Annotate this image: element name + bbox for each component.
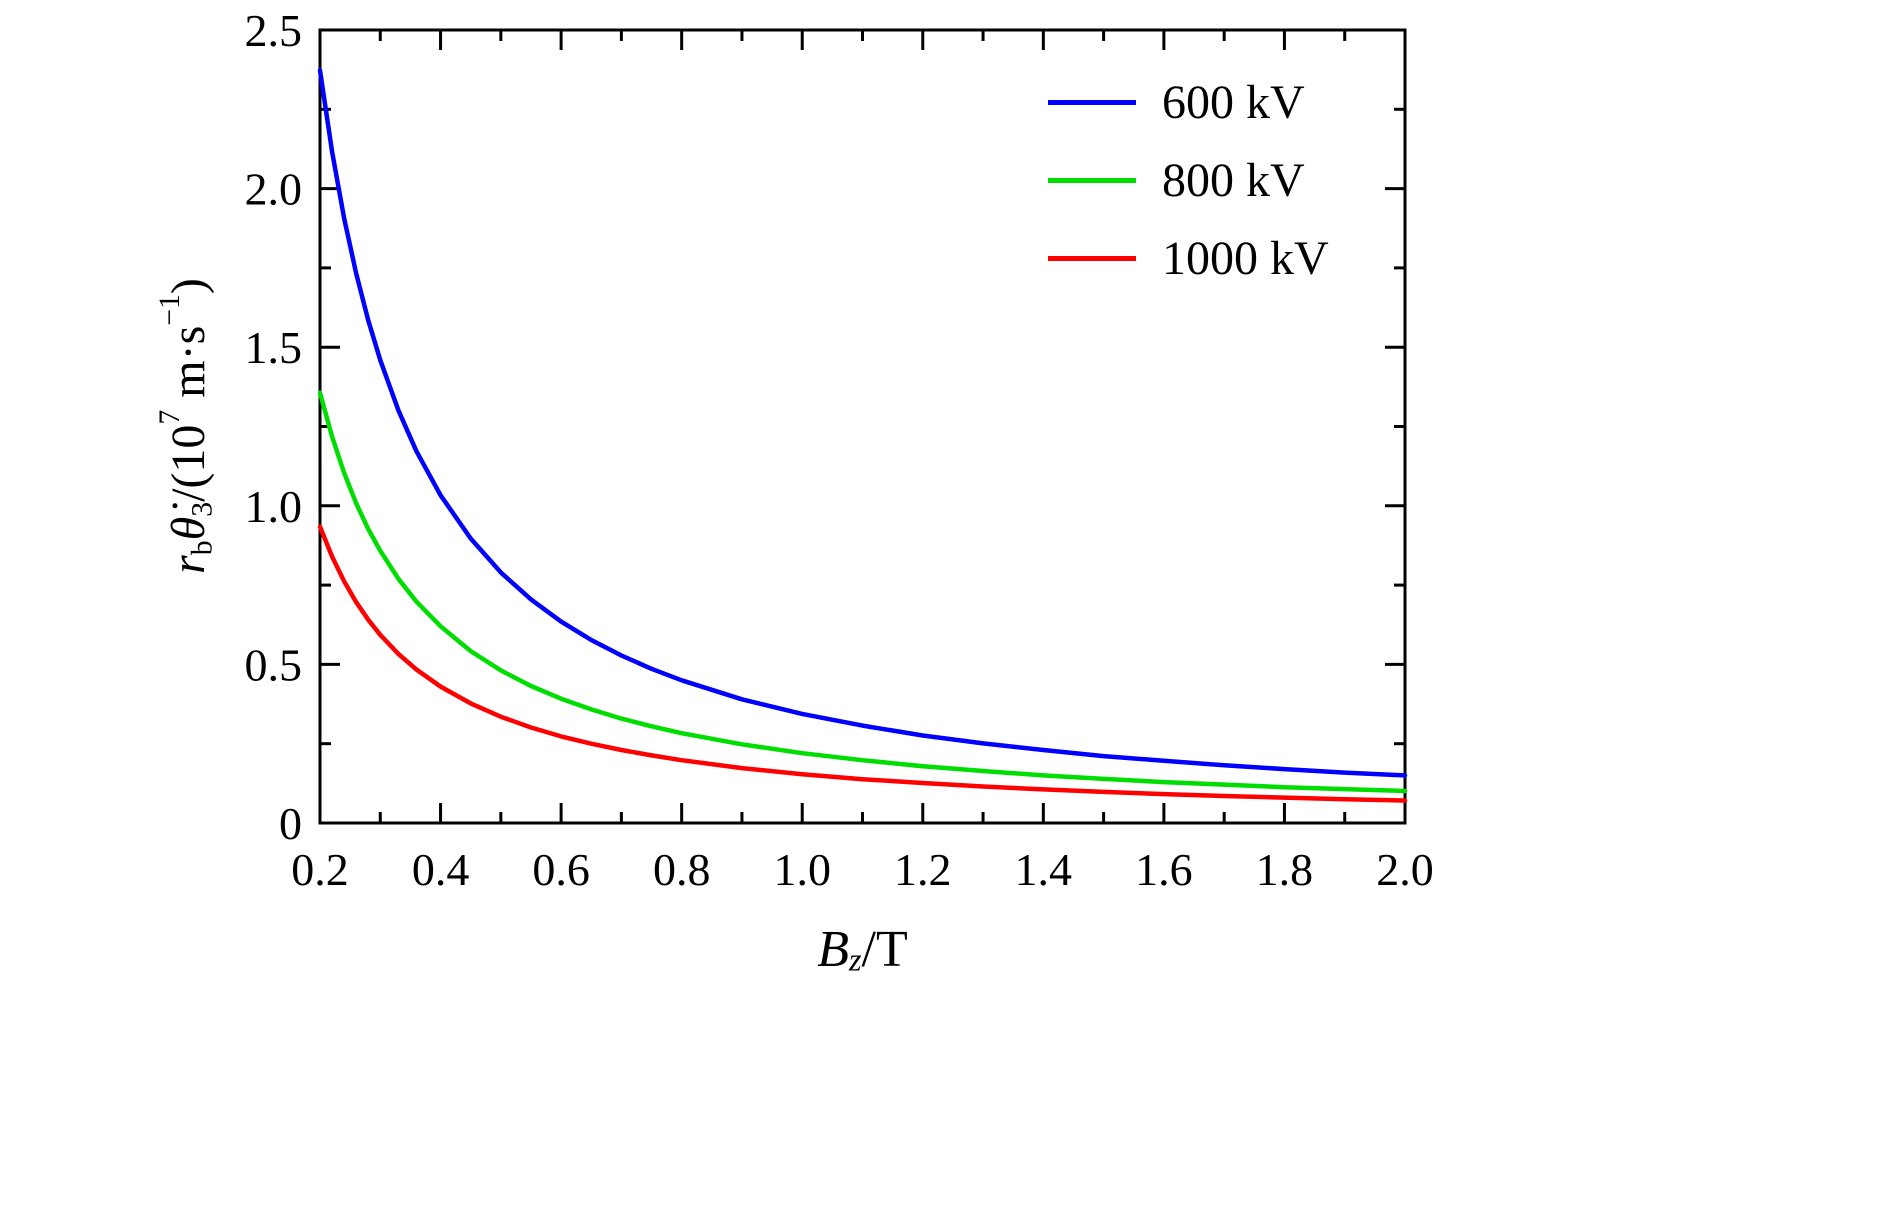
y-axis-title-theta: θ̇ bbox=[162, 516, 216, 541]
legend: 600 kV 800 kV 1000 kV bbox=[1048, 70, 1329, 304]
legend-label-1000kv: 1000 kV bbox=[1162, 231, 1329, 285]
y-tick-label: 2.0 bbox=[245, 164, 303, 215]
x-tick-label: 1.6 bbox=[1135, 844, 1193, 895]
y-axis-title: rbθ̇3/(107 m·s−1) bbox=[140, 23, 218, 829]
legend-item-600kv: 600 kV bbox=[1048, 70, 1329, 134]
legend-label-800kv: 800 kV bbox=[1162, 153, 1305, 207]
legend-item-1000kv: 1000 kV bbox=[1048, 226, 1329, 290]
legend-line-600kv bbox=[1048, 99, 1136, 105]
x-tick-label: 1.8 bbox=[1256, 844, 1314, 895]
y-axis-title-r-sub: b bbox=[185, 540, 219, 556]
y-axis-title-close: ) bbox=[162, 278, 216, 295]
y-axis-title-exp: 7 bbox=[153, 409, 186, 425]
x-tick-label: 0.8 bbox=[653, 844, 711, 895]
x-axis-title: Bz/T bbox=[320, 920, 1405, 979]
y-axis-title-theta-sub: 3 bbox=[185, 501, 219, 517]
x-tick-label: 0.6 bbox=[532, 844, 590, 895]
y-tick-label: 1.5 bbox=[245, 322, 303, 373]
series-line-1000-kv bbox=[317, 524, 1408, 803]
x-tick-label: 2.0 bbox=[1376, 844, 1434, 895]
series-line-600-kv bbox=[317, 68, 1408, 778]
x-tick-label: 0.2 bbox=[291, 844, 349, 895]
y-axis-title-unit: m·s bbox=[162, 325, 216, 410]
x-tick-label: 1.2 bbox=[894, 844, 952, 895]
tick-labels: 0.2 0.4 0.6 0.8 1.0 1.2 1.4 1.6 1.8 2.0 0 0.5 1.0 1.5… bbox=[245, 5, 1434, 895]
series-line-800-kv bbox=[317, 390, 1408, 794]
y-tick-label: 2.5 bbox=[245, 5, 303, 56]
legend-item-800kv: 800 kV bbox=[1048, 148, 1329, 212]
axes bbox=[318, 28, 1407, 825]
y-tick-label: 0 bbox=[279, 798, 302, 849]
legend-label-600kv: 600 kV bbox=[1162, 75, 1305, 129]
x-axis-title-base: B bbox=[817, 921, 849, 978]
legend-line-800kv bbox=[1048, 177, 1136, 183]
x-axis-title-sub: z bbox=[849, 941, 862, 978]
y-tick-label: 1.0 bbox=[245, 481, 303, 532]
legend-line-1000kv bbox=[1048, 255, 1136, 261]
y-axis-title-unit-exp: −1 bbox=[153, 294, 186, 326]
x-tick-label: 0.4 bbox=[412, 844, 470, 895]
y-tick-label: 0.5 bbox=[245, 639, 303, 690]
y-axis-title-mid: /(10 bbox=[162, 424, 216, 502]
series-lines bbox=[317, 68, 1408, 803]
x-axis-title-rest: /T bbox=[861, 921, 908, 978]
y-axis-title-r: r bbox=[162, 555, 216, 574]
x-tick-label: 1.4 bbox=[1015, 844, 1073, 895]
x-tick-label: 1.0 bbox=[773, 844, 831, 895]
